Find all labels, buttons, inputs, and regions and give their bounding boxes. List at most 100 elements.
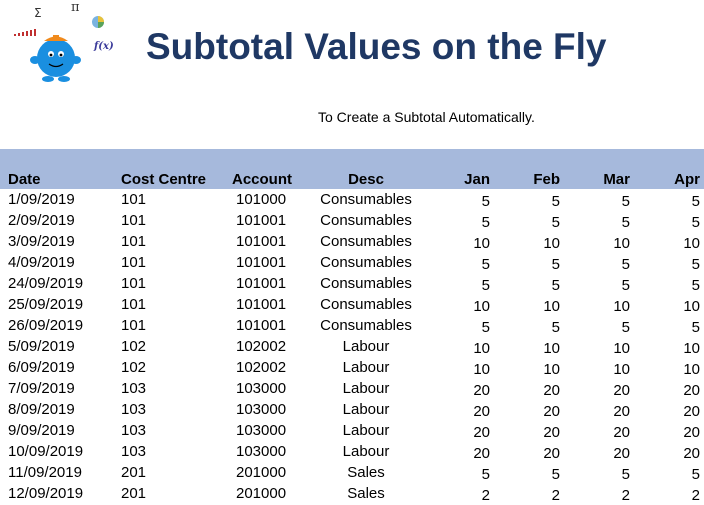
cell-mar[interactable]: 2 xyxy=(621,487,630,504)
cell-account[interactable]: 101001 xyxy=(236,254,287,271)
cell-jan[interactable]: 5 xyxy=(481,466,490,483)
cell-apr[interactable]: 2 xyxy=(691,487,700,504)
cell-date[interactable]: 9/09/2019 xyxy=(8,422,75,439)
cell-account[interactable]: 103000 xyxy=(236,401,287,418)
cell-feb[interactable]: 5 xyxy=(551,193,560,210)
cell-account[interactable]: 101000 xyxy=(236,191,287,208)
cell-date[interactable]: 4/09/2019 xyxy=(8,254,75,271)
cell-mar[interactable]: 20 xyxy=(613,445,630,462)
cell-mar[interactable]: 5 xyxy=(621,214,630,231)
cell-feb[interactable]: 10 xyxy=(543,298,560,315)
cell-account[interactable]: 101001 xyxy=(236,233,287,250)
cell-jan[interactable]: 5 xyxy=(481,214,490,231)
cell-mar[interactable]: 5 xyxy=(621,319,630,336)
cell-mar[interactable]: 20 xyxy=(613,424,630,441)
cell-date[interactable]: 3/09/2019 xyxy=(8,233,75,250)
cell-mar[interactable]: 10 xyxy=(613,298,630,315)
cell-account[interactable]: 201000 xyxy=(236,485,287,502)
cell-cost-centre[interactable]: 201 xyxy=(121,464,147,481)
cell-mar[interactable]: 10 xyxy=(613,340,630,357)
cell-desc[interactable]: Labour xyxy=(342,359,390,376)
cell-feb[interactable]: 10 xyxy=(543,235,560,252)
cell-desc[interactable]: Sales xyxy=(347,485,385,502)
cell-date[interactable]: 1/09/2019 xyxy=(8,191,75,208)
cell-date[interactable]: 26/09/2019 xyxy=(8,317,84,334)
cell-account[interactable]: 102002 xyxy=(236,338,287,355)
cell-cost-centre[interactable]: 101 xyxy=(121,212,147,229)
cell-apr[interactable]: 10 xyxy=(683,298,700,315)
cell-desc[interactable]: Sales xyxy=(347,464,385,481)
cell-account[interactable]: 201000 xyxy=(236,464,287,481)
cell-jan[interactable]: 10 xyxy=(473,361,490,378)
column-header-feb[interactable]: Feb xyxy=(533,171,560,188)
cell-jan[interactable]: 20 xyxy=(473,445,490,462)
cell-cost-centre[interactable]: 101 xyxy=(121,254,147,271)
cell-date[interactable]: 7/09/2019 xyxy=(8,380,75,397)
cell-feb[interactable]: 5 xyxy=(551,466,560,483)
cell-cost-centre[interactable]: 102 xyxy=(121,359,147,376)
cell-apr[interactable]: 20 xyxy=(683,445,700,462)
cell-date[interactable]: 24/09/2019 xyxy=(8,275,84,292)
cell-desc[interactable]: Labour xyxy=(342,401,390,418)
cell-desc[interactable]: Consumables xyxy=(320,233,412,250)
cell-cost-centre[interactable]: 103 xyxy=(121,422,147,439)
column-header-desc[interactable]: Desc xyxy=(348,171,384,188)
cell-apr[interactable]: 20 xyxy=(683,382,700,399)
cell-apr[interactable]: 5 xyxy=(691,256,700,273)
cell-account[interactable]: 102002 xyxy=(236,359,287,376)
cell-cost-centre[interactable]: 101 xyxy=(121,275,147,292)
cell-jan[interactable]: 5 xyxy=(481,256,490,273)
cell-date[interactable]: 12/09/2019 xyxy=(8,485,84,502)
cell-date[interactable]: 8/09/2019 xyxy=(8,401,75,418)
column-header-mar[interactable]: Mar xyxy=(603,171,630,188)
cell-cost-centre[interactable]: 103 xyxy=(121,443,147,460)
cell-mar[interactable]: 5 xyxy=(621,466,630,483)
cell-jan[interactable]: 10 xyxy=(473,340,490,357)
cell-apr[interactable]: 5 xyxy=(691,214,700,231)
column-header-apr[interactable]: Apr xyxy=(674,171,700,188)
cell-feb[interactable]: 20 xyxy=(543,382,560,399)
cell-account[interactable]: 103000 xyxy=(236,422,287,439)
cell-desc[interactable]: Labour xyxy=(342,422,390,439)
column-header-account[interactable]: Account xyxy=(232,171,292,188)
column-header-cost-centre[interactable]: Cost Centre xyxy=(121,171,207,188)
cell-date[interactable]: 10/09/2019 xyxy=(8,443,84,460)
cell-feb[interactable]: 2 xyxy=(551,487,560,504)
cell-feb[interactable]: 20 xyxy=(543,445,560,462)
cell-jan[interactable]: 10 xyxy=(473,298,490,315)
cell-apr[interactable]: 5 xyxy=(691,193,700,210)
cell-cost-centre[interactable]: 101 xyxy=(121,296,147,313)
cell-desc[interactable]: Labour xyxy=(342,380,390,397)
cell-date[interactable]: 2/09/2019 xyxy=(8,212,75,229)
cell-jan[interactable]: 5 xyxy=(481,193,490,210)
cell-feb[interactable]: 5 xyxy=(551,319,560,336)
cell-desc[interactable]: Consumables xyxy=(320,254,412,271)
cell-mar[interactable]: 5 xyxy=(621,193,630,210)
cell-mar[interactable]: 10 xyxy=(613,235,630,252)
cell-cost-centre[interactable]: 201 xyxy=(121,485,147,502)
cell-desc[interactable]: Labour xyxy=(342,338,390,355)
cell-mar[interactable]: 10 xyxy=(613,361,630,378)
cell-feb[interactable]: 5 xyxy=(551,214,560,231)
cell-feb[interactable]: 20 xyxy=(543,424,560,441)
cell-account[interactable]: 101001 xyxy=(236,212,287,229)
cell-jan[interactable]: 5 xyxy=(481,277,490,294)
cell-cost-centre[interactable]: 103 xyxy=(121,401,147,418)
cell-date[interactable]: 6/09/2019 xyxy=(8,359,75,376)
cell-feb[interactable]: 5 xyxy=(551,256,560,273)
cell-date[interactable]: 5/09/2019 xyxy=(8,338,75,355)
cell-mar[interactable]: 20 xyxy=(613,382,630,399)
cell-jan[interactable]: 5 xyxy=(481,319,490,336)
cell-account[interactable]: 103000 xyxy=(236,380,287,397)
cell-desc[interactable]: Consumables xyxy=(320,191,412,208)
cell-mar[interactable]: 5 xyxy=(621,277,630,294)
cell-cost-centre[interactable]: 102 xyxy=(121,338,147,355)
cell-apr[interactable]: 5 xyxy=(691,277,700,294)
cell-account[interactable]: 101001 xyxy=(236,275,287,292)
cell-desc[interactable]: Consumables xyxy=(320,275,412,292)
cell-mar[interactable]: 20 xyxy=(613,403,630,420)
cell-feb[interactable]: 10 xyxy=(543,361,560,378)
cell-apr[interactable]: 20 xyxy=(683,403,700,420)
cell-apr[interactable]: 10 xyxy=(683,361,700,378)
cell-desc[interactable]: Consumables xyxy=(320,317,412,334)
